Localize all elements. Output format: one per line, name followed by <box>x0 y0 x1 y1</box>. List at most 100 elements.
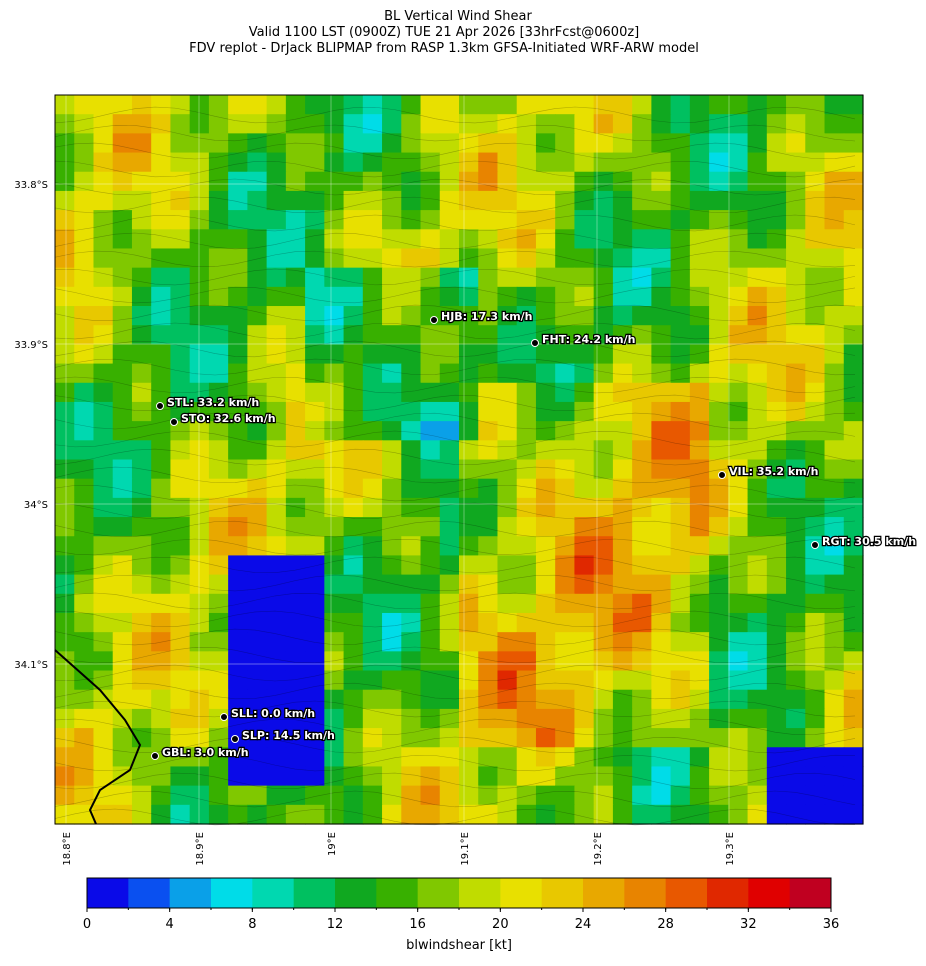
field-cell <box>189 382 210 403</box>
field-cell <box>689 401 710 422</box>
field-cell <box>55 344 75 365</box>
field-cell <box>362 267 383 288</box>
field-cell <box>382 344 402 365</box>
field-cell <box>208 689 229 710</box>
field-cell <box>478 612 499 633</box>
field-cell <box>497 555 518 576</box>
contour <box>54 736 856 754</box>
field-cell <box>728 421 749 441</box>
field-cell <box>689 747 710 768</box>
field-cell <box>843 421 864 441</box>
field-cell <box>574 593 595 614</box>
field-cell <box>362 344 383 365</box>
field-cell <box>824 401 845 422</box>
field-cell <box>170 344 191 365</box>
field-cell <box>189 497 210 518</box>
field-cell <box>670 497 691 518</box>
field-cell <box>247 478 268 499</box>
field-cell <box>766 171 787 192</box>
field-cell <box>632 804 652 825</box>
field-cell <box>478 632 499 652</box>
field-cell <box>497 804 518 825</box>
field-cell <box>420 517 441 537</box>
field-cell <box>93 325 114 345</box>
field-cell <box>151 133 172 154</box>
field-cell <box>439 306 460 326</box>
field-cell <box>535 651 556 672</box>
field-cell <box>709 190 729 211</box>
field-cell <box>74 210 95 230</box>
field-cell <box>766 344 787 365</box>
field-cell <box>266 401 287 422</box>
field-cell <box>766 632 787 652</box>
field-cell <box>612 497 633 518</box>
field-cell <box>382 689 402 710</box>
field-cell <box>343 536 364 557</box>
field-cell <box>651 152 672 173</box>
field-cell <box>343 190 364 211</box>
field-cell <box>824 517 845 537</box>
contour <box>54 484 856 502</box>
field-cell <box>247 171 268 192</box>
field-cell <box>266 421 287 441</box>
field-cell <box>247 114 268 134</box>
field-cell <box>266 133 287 154</box>
colorbar-swatch <box>128 878 171 908</box>
field-cell <box>208 574 229 595</box>
field-cell <box>670 517 691 537</box>
field-cell <box>689 286 710 307</box>
field-cell <box>728 574 749 595</box>
field-cell <box>151 593 172 614</box>
field-cell <box>228 248 248 269</box>
field-cell <box>362 536 383 557</box>
field-cell <box>651 728 672 748</box>
field-cell <box>55 478 75 499</box>
field-cell <box>689 517 710 537</box>
field-cell <box>247 651 268 672</box>
contour <box>54 628 856 646</box>
field-cell <box>401 708 422 729</box>
field-cell <box>478 190 499 211</box>
field-cell <box>439 382 460 403</box>
field-cell <box>516 689 537 710</box>
field-cell <box>285 804 306 825</box>
field-cell <box>324 171 345 192</box>
field-cell <box>459 401 479 422</box>
field-cell <box>55 517 75 537</box>
field-cell <box>478 344 499 365</box>
field-cell <box>766 190 787 211</box>
field-cell <box>401 766 422 787</box>
field-cell <box>709 95 729 115</box>
field-cell <box>843 133 864 154</box>
field-cell <box>247 747 268 768</box>
field-cell <box>612 325 633 345</box>
field-cell <box>228 670 248 691</box>
field-cell <box>843 210 864 230</box>
field-cell <box>131 708 152 729</box>
field-cell <box>689 459 710 480</box>
field-cell <box>555 363 576 384</box>
field-cell <box>478 708 499 729</box>
field-cell <box>574 574 595 595</box>
field-cell <box>766 440 787 461</box>
field-cell <box>766 651 787 672</box>
field-cell <box>516 95 537 115</box>
field-cell <box>131 382 152 403</box>
field-cell <box>324 689 345 710</box>
station-dot <box>718 471 726 479</box>
field-cell <box>824 632 845 652</box>
field-cell <box>478 401 499 422</box>
field-cell <box>497 632 518 652</box>
field-cell <box>824 574 845 595</box>
colorbar-tick-label: 16 <box>409 917 426 932</box>
field-cell <box>689 306 710 326</box>
field-cell <box>362 95 383 115</box>
field-cell <box>420 95 441 115</box>
field-cell <box>208 286 229 307</box>
field-cell <box>151 171 172 192</box>
field-cell <box>459 747 479 768</box>
field-cell <box>612 632 633 652</box>
field-cell <box>535 95 556 115</box>
field-cell <box>555 229 576 250</box>
field-cell <box>285 382 306 403</box>
